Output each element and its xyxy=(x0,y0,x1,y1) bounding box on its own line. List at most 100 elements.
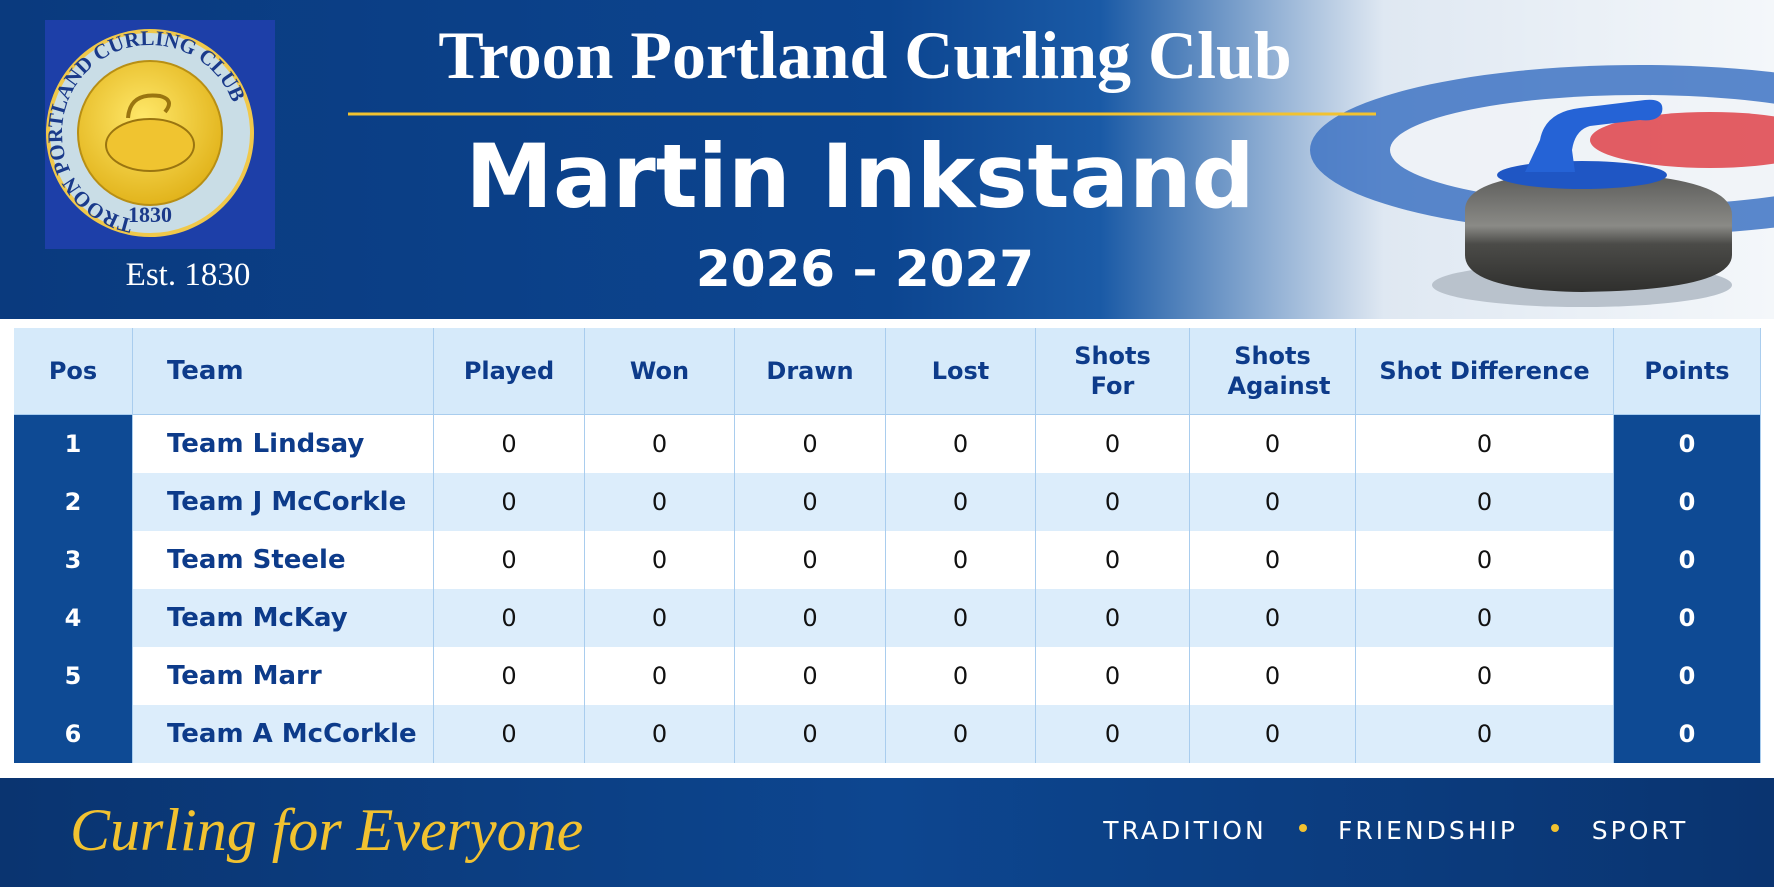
stat-cell: 0 xyxy=(585,415,735,473)
stat-cell-text: 0 xyxy=(1104,604,1121,632)
stat-cell-text: 0 xyxy=(802,430,818,458)
footer-value: FRIENDSHIP xyxy=(1338,816,1518,845)
separator-dot xyxy=(1551,824,1559,832)
stat-cell: 0 xyxy=(1190,705,1356,763)
stat-cell-text: 0 xyxy=(651,546,668,574)
stat-cell-text: 0 xyxy=(1264,430,1281,458)
stat-cell-text: 0 xyxy=(651,604,668,632)
stat-cell-text: 0 xyxy=(1476,662,1493,690)
stat-cell-text: 0 xyxy=(1476,546,1493,574)
stat-cell-text: 0 xyxy=(501,546,517,574)
team-cell-text: Team Lindsay xyxy=(167,429,365,459)
stat-cell-text: 0 xyxy=(952,604,969,632)
points-cell: 0 xyxy=(1614,705,1761,763)
stat-cell: 0 xyxy=(1356,647,1614,705)
header: TROON PORTLAND CURLING CLUB 1830 Est. 18… xyxy=(0,0,1774,319)
logo-handle xyxy=(126,93,171,119)
position-cell: 4 xyxy=(14,589,133,647)
position-cell-text: 3 xyxy=(64,546,82,574)
stat-cell: 0 xyxy=(1036,705,1190,763)
stat-cell-text: 0 xyxy=(501,430,517,458)
points-cell-text: 0 xyxy=(1678,720,1696,748)
column-header-text: Shot Difference xyxy=(1379,357,1590,385)
stat-cell-text: 0 xyxy=(1476,488,1493,516)
stat-cell: 0 xyxy=(886,531,1036,589)
team-cell: Team J McCorkle xyxy=(133,473,434,531)
competition-title: Martin Inkstand xyxy=(465,125,1254,228)
stat-cell: 0 xyxy=(735,415,886,473)
stat-cell-text: 0 xyxy=(1264,546,1281,574)
position-cell-text: 2 xyxy=(64,488,82,516)
column-header: Won xyxy=(585,328,735,415)
stat-cell: 0 xyxy=(434,531,585,589)
stat-cell-text: 0 xyxy=(952,430,969,458)
column-header: Shot Difference xyxy=(1356,328,1614,415)
stat-cell-text: 0 xyxy=(952,720,969,748)
position-cell-text: 5 xyxy=(64,662,82,690)
team-cell: Team A McCorkle xyxy=(133,705,434,763)
stat-cell: 0 xyxy=(735,647,886,705)
points-cell-text: 0 xyxy=(1678,430,1696,458)
stat-cell: 0 xyxy=(735,705,886,763)
points-cell-text: 0 xyxy=(1678,488,1696,516)
stat-cell: 0 xyxy=(585,531,735,589)
stat-cell-text: 0 xyxy=(651,430,668,458)
club-name: Troon Portland Curling Club xyxy=(438,17,1291,93)
stat-cell: 0 xyxy=(886,473,1036,531)
points-cell: 0 xyxy=(1614,589,1761,647)
stat-cell: 0 xyxy=(1036,589,1190,647)
stat-cell-text: 0 xyxy=(651,720,668,748)
stat-cell: 0 xyxy=(1036,647,1190,705)
position-cell-text: 1 xyxy=(64,430,82,458)
position-cell: 1 xyxy=(14,415,133,473)
stat-cell: 0 xyxy=(886,705,1036,763)
stat-cell: 0 xyxy=(1036,473,1190,531)
stat-cell: 0 xyxy=(585,473,735,531)
points-cell: 0 xyxy=(1614,415,1761,473)
team-cell: Team McKay xyxy=(133,589,434,647)
points-cell: 0 xyxy=(1614,531,1761,589)
season: 2026 – 2027 xyxy=(696,240,1034,298)
points-cell-text: 0 xyxy=(1678,604,1696,632)
stat-cell: 0 xyxy=(886,415,1036,473)
stat-cell-text: 0 xyxy=(952,546,969,574)
column-header-text: Played xyxy=(463,357,555,385)
stat-cell: 0 xyxy=(434,589,585,647)
stat-cell: 0 xyxy=(1190,531,1356,589)
slogan: Curling for Everyone xyxy=(70,797,584,863)
column-header: Team xyxy=(133,328,434,415)
stat-cell-text: 0 xyxy=(1264,720,1281,748)
stat-cell-text: 0 xyxy=(1264,488,1281,516)
stat-cell-text: 0 xyxy=(1104,662,1121,690)
footer: Curling for Everyone TRADITION FRIENDSHI… xyxy=(0,778,1774,887)
column-header: Pos xyxy=(14,328,133,415)
points-cell-text: 0 xyxy=(1678,662,1696,690)
stat-cell-text: 0 xyxy=(1476,604,1493,632)
stat-cell-text: 0 xyxy=(952,488,969,516)
stat-cell: 0 xyxy=(1356,473,1614,531)
position-cell: 3 xyxy=(14,531,133,589)
stat-cell-text: 0 xyxy=(501,604,517,632)
team-cell-text: Team J McCorkle xyxy=(167,487,407,517)
stat-cell: 0 xyxy=(1356,415,1614,473)
column-header: Lost xyxy=(886,328,1036,415)
stat-cell: 0 xyxy=(1356,589,1614,647)
stat-cell: 0 xyxy=(1190,647,1356,705)
stat-cell: 0 xyxy=(434,647,585,705)
footer-value: TRADITION xyxy=(1103,816,1267,845)
points-cell: 0 xyxy=(1614,473,1761,531)
stat-cell-text: 0 xyxy=(802,604,818,632)
stat-cell: 0 xyxy=(1190,415,1356,473)
stat-cell: 0 xyxy=(1190,473,1356,531)
team-cell: Team Steele xyxy=(133,531,434,589)
stat-cell: 0 xyxy=(1190,589,1356,647)
column-header-text: Team xyxy=(167,356,244,386)
column-header-text: Won xyxy=(629,357,690,385)
stat-cell-text: 0 xyxy=(1104,720,1121,748)
stat-cell: 0 xyxy=(434,415,585,473)
league-table: Pos Team Played Won Drawn Lost Shots For Shots … xyxy=(14,328,1761,763)
stat-cell-text: 0 xyxy=(802,546,818,574)
points-cell: 0 xyxy=(1614,647,1761,705)
column-header: Shots Against xyxy=(1190,328,1356,415)
